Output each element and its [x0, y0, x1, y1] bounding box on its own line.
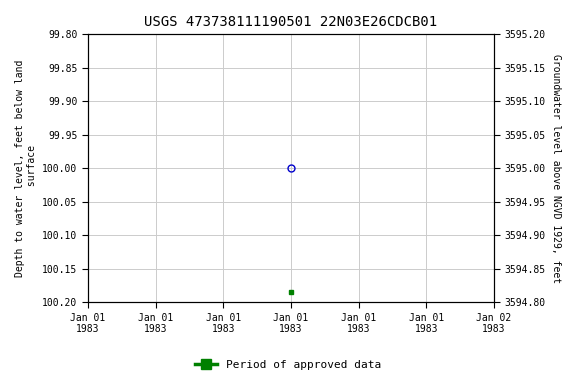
Y-axis label: Groundwater level above NGVD 1929, feet: Groundwater level above NGVD 1929, feet [551, 54, 561, 283]
Title: USGS 473738111190501 22N03E26CDCB01: USGS 473738111190501 22N03E26CDCB01 [145, 15, 437, 29]
Y-axis label: Depth to water level, feet below land
 surface: Depth to water level, feet below land su… [15, 60, 37, 277]
Legend: Period of approved data: Period of approved data [191, 356, 385, 375]
